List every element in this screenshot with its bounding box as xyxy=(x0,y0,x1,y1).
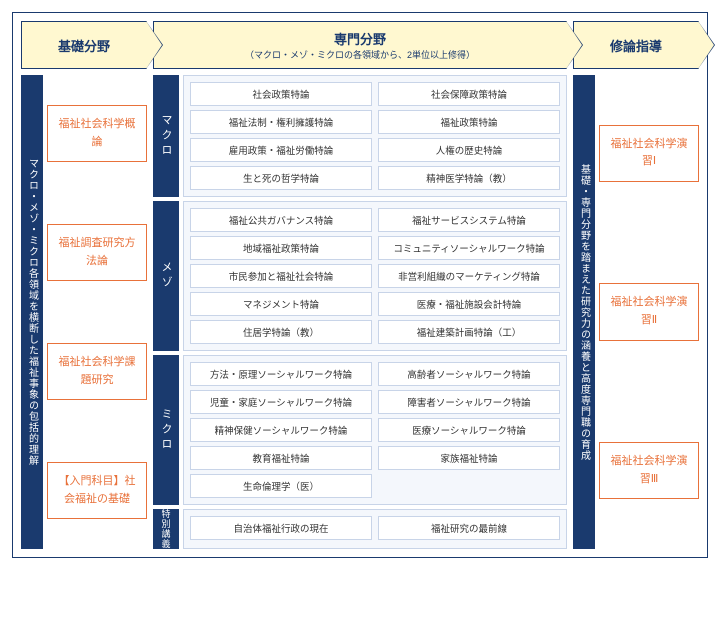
thesis-card-2: 福祉社会科学演習Ⅲ xyxy=(599,442,699,499)
course-pill: コミュニティソーシャルワーク特論 xyxy=(378,236,560,260)
foundation-card-0: 福祉社会科学概論 xyxy=(47,105,147,162)
header-thesis: 修論指導 xyxy=(573,21,699,69)
course-pill: 社会保障政策特論 xyxy=(378,82,560,106)
foundation-body: マクロ・メゾ・ミクロ各領域を横断した福祉事象の包括的理解 福祉社会科学概論福祉調… xyxy=(21,75,147,549)
foundation-vtext: マクロ・メゾ・ミクロ各領域を横断した福祉事象の包括的理解 xyxy=(21,75,43,549)
thesis-vtext: 基礎・専門分野を踏まえた研究力の涵養と高度専門職の育成 xyxy=(573,75,595,549)
header-thesis-label: 修論指導 xyxy=(610,36,662,55)
header-specialty: 専門分野 （マクロ・メゾ・ミクロの各領域から、2単位以上修得） xyxy=(153,21,567,69)
course-row: マネジメント特論医療・福祉施設会計特論 xyxy=(190,292,560,316)
course-pill: 医療・福祉施設会計特論 xyxy=(378,292,560,316)
section-body-2: 方法・原理ソーシャルワーク特論高齢者ソーシャルワーク特論児童・家庭ソーシャルワー… xyxy=(183,355,567,505)
course-pill: 精神医学特論（教） xyxy=(378,166,560,190)
course-pill: 人権の歴史特論 xyxy=(378,138,560,162)
section-body-0: 社会政策特論社会保障政策特論福祉法制・権利擁護特論福祉政策特論雇用政策・福祉労働… xyxy=(183,75,567,197)
course-pill: 障害者ソーシャルワーク特論 xyxy=(378,390,560,414)
course-pill: 生と死の哲学特論 xyxy=(190,166,372,190)
course-pill: 教育福祉特論 xyxy=(190,446,372,470)
course-row: 教育福祉特論家族福祉特論 xyxy=(190,446,560,470)
course-pill: 自治体福祉行政の現在 xyxy=(190,516,372,540)
section-label-0: マクロ xyxy=(153,75,179,197)
course-pill: 福祉法制・権利擁護特論 xyxy=(190,110,372,134)
course-pill: 医療ソーシャルワーク特論 xyxy=(378,418,560,442)
header-foundation: 基礎分野 xyxy=(21,21,147,69)
thesis-card-0: 福祉社会科学演習Ⅰ xyxy=(599,125,699,182)
course-pill: 福祉建築計画特論（工） xyxy=(378,320,560,344)
thesis-cards: 福祉社会科学演習Ⅰ 福祉社会科学演習Ⅱ 福祉社会科学演習Ⅲ xyxy=(599,75,699,549)
course-row: 雇用政策・福祉労働特論人権の歴史特論 xyxy=(190,138,560,162)
course-pill: 児童・家庭ソーシャルワーク特論 xyxy=(190,390,372,414)
course-pill: 市民参加と福祉社会特論 xyxy=(190,264,372,288)
section-2: ミクロ方法・原理ソーシャルワーク特論高齢者ソーシャルワーク特論児童・家庭ソーシャ… xyxy=(153,355,567,505)
course-row: 地域福祉政策特論コミュニティソーシャルワーク特論 xyxy=(190,236,560,260)
section-body-1: 福祉公共ガバナンス特論福祉サービスシステム特論地域福祉政策特論コミュニティソーシ… xyxy=(183,201,567,351)
section-label-1: メゾ xyxy=(153,201,179,351)
column-specialty: 専門分野 （マクロ・メゾ・ミクロの各領域から、2単位以上修得） マクロ社会政策特… xyxy=(153,21,567,549)
section-label-3: 特別講義 xyxy=(153,509,179,549)
course-row: 生と死の哲学特論精神医学特論（教） xyxy=(190,166,560,190)
header-specialty-sub: （マクロ・メゾ・ミクロの各領域から、2単位以上修得） xyxy=(245,48,475,61)
course-pill: 福祉公共ガバナンス特論 xyxy=(190,208,372,232)
course-row: 精神保健ソーシャルワーク特論医療ソーシャルワーク特論 xyxy=(190,418,560,442)
course-pill: 福祉政策特論 xyxy=(378,110,560,134)
course-pill: 雇用政策・福祉労働特論 xyxy=(190,138,372,162)
course-row: 住居学特論（教）福祉建築計画特論（工） xyxy=(190,320,560,344)
course-pill: 高齢者ソーシャルワーク特論 xyxy=(378,362,560,386)
column-thesis: 修論指導 基礎・専門分野を踏まえた研究力の涵養と高度専門職の育成 福祉社会科学演… xyxy=(573,21,699,549)
course-pill: 家族福祉特論 xyxy=(378,446,560,470)
course-pill: 住居学特論（教） xyxy=(190,320,372,344)
course-row: 生命倫理学（医） xyxy=(190,474,560,498)
column-foundation: 基礎分野 マクロ・メゾ・ミクロ各領域を横断した福祉事象の包括的理解 福祉社会科学… xyxy=(21,21,147,549)
course-row: 方法・原理ソーシャルワーク特論高齢者ソーシャルワーク特論 xyxy=(190,362,560,386)
foundation-card-1: 福祉調査研究方法論 xyxy=(47,224,147,281)
course-pill: 非営利組織のマーケティング特論 xyxy=(378,264,560,288)
course-row: 福祉法制・権利擁護特論福祉政策特論 xyxy=(190,110,560,134)
thesis-card-1: 福祉社会科学演習Ⅱ xyxy=(599,283,699,340)
specialty-sections: マクロ社会政策特論社会保障政策特論福祉法制・権利擁護特論福祉政策特論雇用政策・福… xyxy=(153,75,567,549)
foundation-card-3: 【入門科目】社会福祉の基礎 xyxy=(47,462,147,519)
header-foundation-label: 基礎分野 xyxy=(58,36,110,55)
course-pill: マネジメント特論 xyxy=(190,292,372,316)
course-pill: 地域福祉政策特論 xyxy=(190,236,372,260)
course-row: 社会政策特論社会保障政策特論 xyxy=(190,82,560,106)
foundation-card-2: 福祉社会科学課題研究 xyxy=(47,343,147,400)
section-body-3: 自治体福祉行政の現在福祉研究の最前線 xyxy=(183,509,567,549)
thesis-body: 基礎・専門分野を踏まえた研究力の涵養と高度専門職の育成 福祉社会科学演習Ⅰ福祉社… xyxy=(573,75,699,549)
course-pill: 社会政策特論 xyxy=(190,82,372,106)
course-row: 市民参加と福祉社会特論非営利組織のマーケティング特論 xyxy=(190,264,560,288)
course-pill: 福祉サービスシステム特論 xyxy=(378,208,560,232)
course-pill: 生命倫理学（医） xyxy=(190,474,372,498)
foundation-cards: 福祉社会科学概論福祉調査研究方法論福祉社会科学課題研究【入門科目】社会福祉の基礎 xyxy=(47,75,147,549)
course-row: 自治体福祉行政の現在福祉研究の最前線 xyxy=(190,516,560,540)
course-row: 福祉公共ガバナンス特論福祉サービスシステム特論 xyxy=(190,208,560,232)
section-label-2: ミクロ xyxy=(153,355,179,505)
course-row: 児童・家庭ソーシャルワーク特論障害者ソーシャルワーク特論 xyxy=(190,390,560,414)
header-specialty-label: 専門分野 xyxy=(334,29,386,48)
section-0: マクロ社会政策特論社会保障政策特論福祉法制・権利擁護特論福祉政策特論雇用政策・福… xyxy=(153,75,567,197)
course-pill: 方法・原理ソーシャルワーク特論 xyxy=(190,362,372,386)
section-1: メゾ福祉公共ガバナンス特論福祉サービスシステム特論地域福祉政策特論コミュニティソ… xyxy=(153,201,567,351)
course-pill: 精神保健ソーシャルワーク特論 xyxy=(190,418,372,442)
section-3: 特別講義自治体福祉行政の現在福祉研究の最前線 xyxy=(153,509,567,549)
course-pill: 福祉研究の最前線 xyxy=(378,516,560,540)
curriculum-diagram: 基礎分野 マクロ・メゾ・ミクロ各領域を横断した福祉事象の包括的理解 福祉社会科学… xyxy=(12,12,708,558)
